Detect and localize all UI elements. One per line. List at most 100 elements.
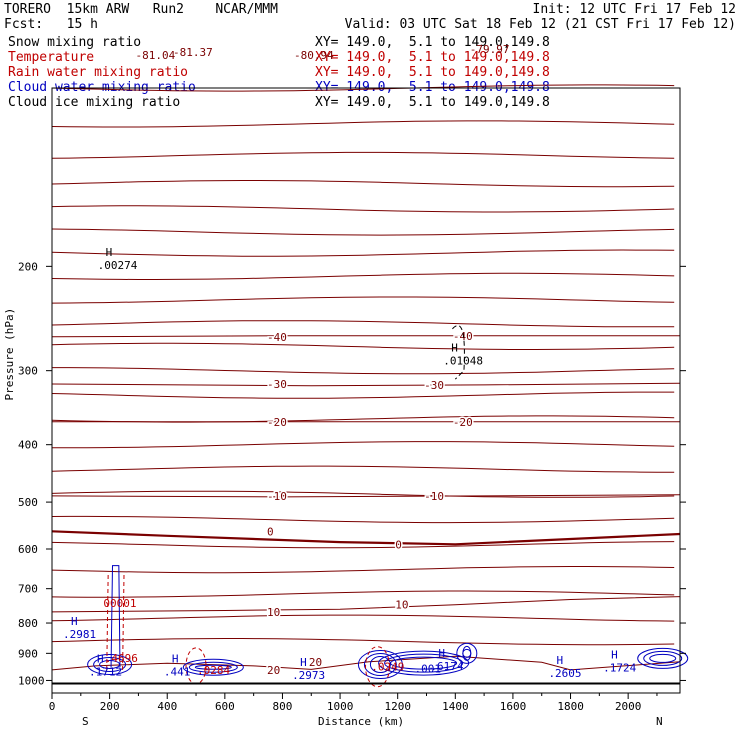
contour-value-label: .0284 xyxy=(197,664,230,677)
cloud-water-contour xyxy=(462,648,472,658)
cloud-water-contour xyxy=(390,656,458,670)
temperature-contour-label: 0 xyxy=(267,525,274,538)
background-contour xyxy=(51,490,675,498)
background-contour xyxy=(51,541,675,549)
temperature-contour-label: -40 xyxy=(267,331,287,344)
y-tick-label: 1000 xyxy=(18,674,45,687)
background-contour xyxy=(51,515,675,524)
y-tick-label: 900 xyxy=(18,647,38,660)
cloud-water-contour xyxy=(363,653,397,677)
plot-frame xyxy=(51,87,681,694)
y-tick-label: 600 xyxy=(18,543,38,556)
max-value: .2605 xyxy=(548,667,581,680)
max-value: .1724 xyxy=(603,661,636,674)
x-end-label-left: S xyxy=(82,715,89,728)
cloud-water-contour xyxy=(87,654,133,676)
x-tick-label: 800 xyxy=(273,700,293,713)
temperature-contour-label: 20 xyxy=(267,664,280,677)
background-contour xyxy=(51,120,675,128)
max-value: .441 xyxy=(164,665,191,678)
legend-xy: XY= 149.0, 5.1 to 149.0,149.8 xyxy=(315,50,550,65)
temperature-contour--30 xyxy=(51,382,681,387)
max-marker: H xyxy=(97,652,104,665)
background-contour xyxy=(51,249,675,257)
cloud-water-contour xyxy=(649,653,677,663)
max-value: .2981 xyxy=(63,628,96,641)
rain-water-contour xyxy=(365,646,391,688)
temperature-label: -81.37 xyxy=(173,46,213,59)
contour-value-label: .001 xyxy=(414,663,441,676)
legend-xy: XY= 149.0, 5.1 to 149.0,149.8 xyxy=(315,95,550,110)
temperature-contour-0 xyxy=(51,530,681,546)
legend-xy: XY= 149.0, 5.1 to 149.0,149.8 xyxy=(315,65,550,80)
max-marker: H xyxy=(106,246,113,259)
header-valid: Valid: 03 UTC Sat 18 Feb 12 (21 CST Fri … xyxy=(344,17,736,32)
x-tick-label: 600 xyxy=(215,700,235,713)
temperature-label: -80.94 xyxy=(294,49,334,62)
max-value: .01048 xyxy=(443,355,483,368)
background-contour xyxy=(51,391,675,399)
x-tick-label: 1000 xyxy=(327,700,354,713)
x-tick-label: 1800 xyxy=(557,700,584,713)
temperature-contour-label: -10 xyxy=(424,490,444,503)
max-marker: H xyxy=(451,342,458,355)
rain-water-contour xyxy=(106,573,125,670)
x-axis-label: Distance (km) xyxy=(318,715,404,728)
cloud-water-contour xyxy=(194,664,232,670)
x-tick-label: 2000 xyxy=(615,700,642,713)
max-marker: H xyxy=(556,654,563,667)
temperature-contour-label: -30 xyxy=(267,378,287,391)
background-contour xyxy=(51,566,675,574)
temperature-contour-label: -20 xyxy=(453,416,473,429)
y-tick-label: 400 xyxy=(18,439,38,452)
background-contour xyxy=(51,415,675,423)
x-tick-label: 400 xyxy=(157,700,177,713)
legend-label: Cloud ice mixing ratio xyxy=(8,95,181,110)
x-tick-label: 1600 xyxy=(500,700,526,713)
background-contour xyxy=(51,180,675,188)
background-contour xyxy=(51,441,675,449)
background-contour xyxy=(51,84,675,92)
legend-label: Snow mixing ratio xyxy=(8,35,142,50)
background-contour xyxy=(51,342,675,350)
contour-value-label: 00001 xyxy=(103,597,136,610)
cloud-water-contour xyxy=(384,653,464,673)
temperature-contour--40 xyxy=(51,335,680,338)
temperature-contour-label: 0 xyxy=(395,538,402,551)
legend-label: Rain water mixing ratio xyxy=(8,65,189,80)
max-marker: H xyxy=(611,648,618,661)
max-value: .00274 xyxy=(98,259,138,272)
background-contour xyxy=(51,638,675,646)
legend-xy: XY= 149.0, 5.1 to 149.0,149.8 xyxy=(315,35,550,50)
header-fcst: Fcst: 15 h xyxy=(4,17,98,32)
contour-value-label: .0249 xyxy=(371,661,404,674)
temperature-contour-label: 10 xyxy=(395,599,408,612)
legend-label: Temperature xyxy=(8,50,95,65)
cloud-water-contour xyxy=(456,642,478,664)
x-tick-label: 200 xyxy=(100,700,120,713)
background-contour xyxy=(51,614,675,622)
temperature-contour-label: 20 xyxy=(309,656,322,669)
temperature-contour-label: -30 xyxy=(424,379,444,392)
cloud-ice-contour xyxy=(452,325,465,380)
cloud-water-contour xyxy=(188,661,238,673)
temperature-contour-10 xyxy=(51,596,681,613)
temperature-label: -79.97 xyxy=(470,43,510,56)
temperature-contour-label: -20 xyxy=(267,416,287,429)
cloud-water-contour xyxy=(637,647,689,669)
contour-value-label: .4696 xyxy=(105,652,138,665)
y-axis-label: Pressure (hPa) xyxy=(3,308,16,401)
cloud-water-contour xyxy=(110,565,121,668)
cloud-water-contour xyxy=(643,650,683,666)
temperature-label: -81.04 xyxy=(136,49,176,62)
temperature-contour-label: -10 xyxy=(267,490,287,503)
background-contour xyxy=(51,590,675,598)
max-value: .1712 xyxy=(89,665,122,678)
temperature-contour-label: -40 xyxy=(453,330,473,343)
y-tick-label: 200 xyxy=(18,260,38,273)
cloud-water-contour xyxy=(93,657,127,673)
background-contour xyxy=(51,228,675,236)
max-marker: H xyxy=(172,652,179,665)
x-tick-label: 0 xyxy=(49,700,56,713)
background-contour xyxy=(51,205,675,213)
